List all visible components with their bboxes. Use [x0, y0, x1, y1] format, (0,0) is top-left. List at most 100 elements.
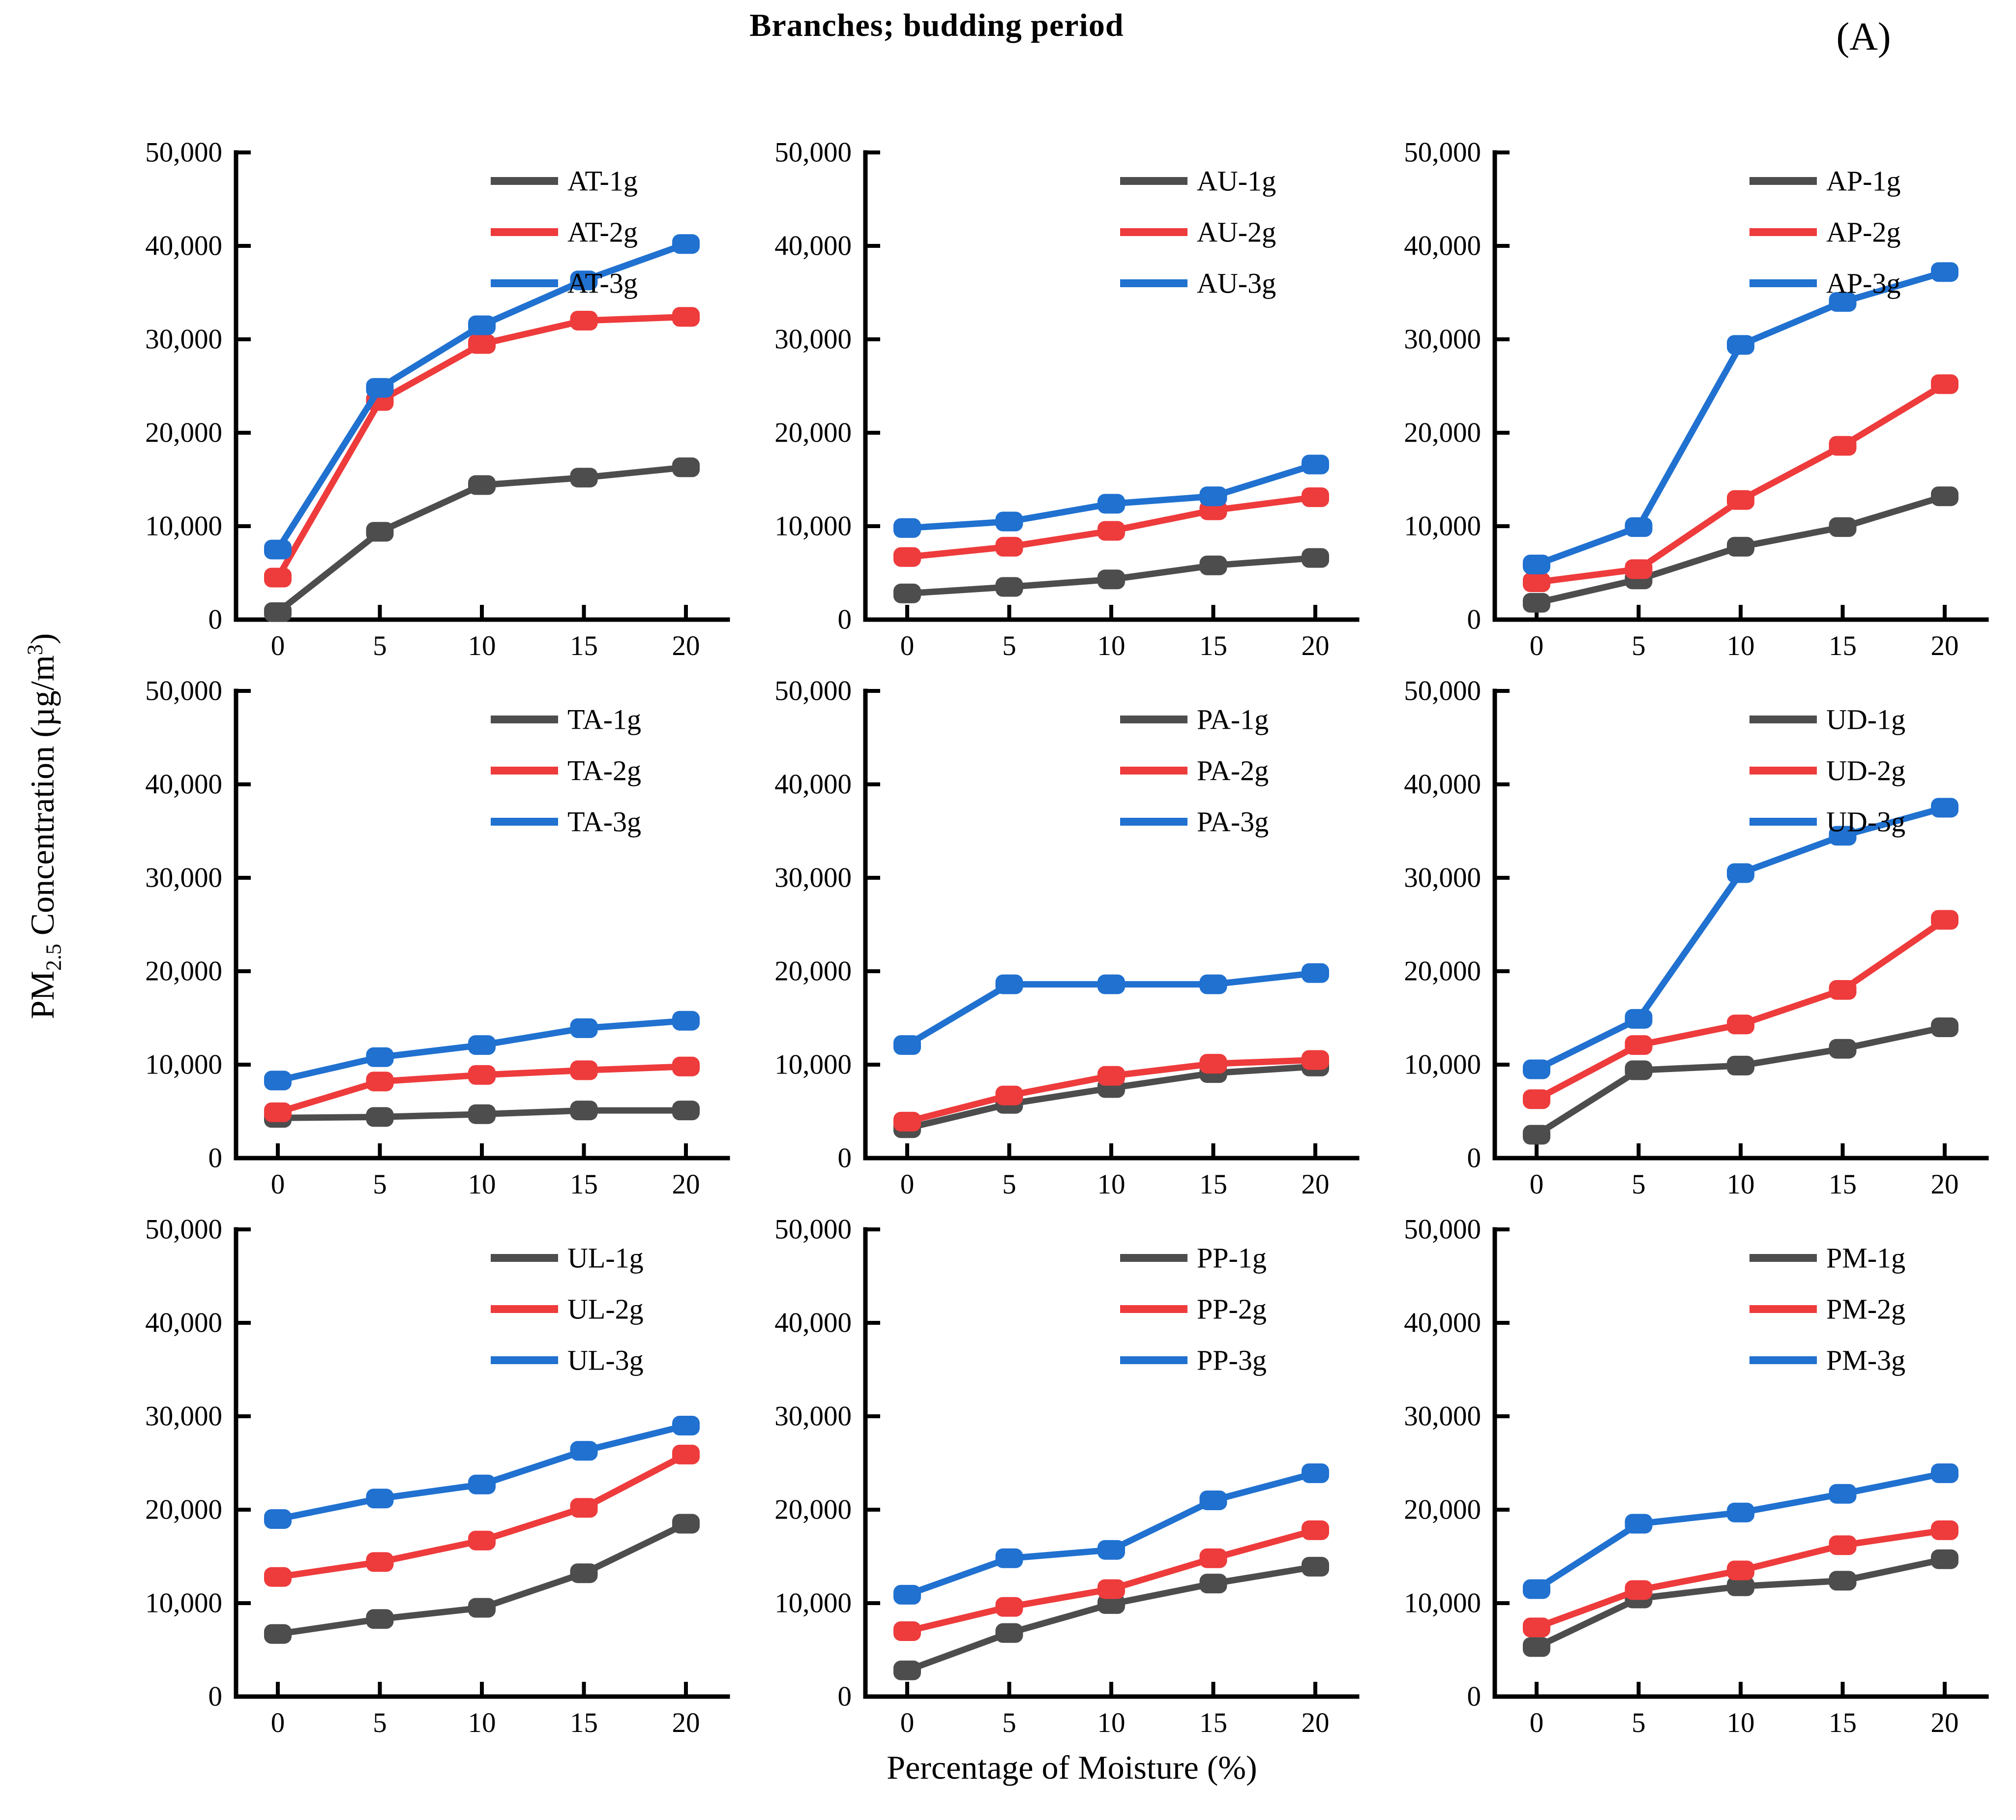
- data-point-UL-1g-x10: [468, 1598, 496, 1618]
- legend-item: PA-1g: [1120, 704, 1269, 736]
- x-tick-label: 5: [1631, 1707, 1646, 1738]
- legend-TA: TA-1g TA-2g TA-3g: [491, 704, 641, 838]
- data-point-UL-2g-x5: [366, 1552, 394, 1572]
- data-point-PP-2g-x0: [893, 1621, 921, 1641]
- data-point-UD-3g-x15: [1829, 826, 1857, 846]
- legend-item: UD-2g: [1749, 755, 1905, 787]
- axis-spines: [863, 150, 1360, 622]
- subplot-AU: 0 10,000 20,000 30,000 40,000 50,000 0 5 10 15 20 A…: [774, 137, 1360, 661]
- data-point-AT-3g-x0: [264, 539, 292, 560]
- y-tick-label: 0: [1467, 1143, 1482, 1174]
- x-tick-label: 10: [468, 630, 496, 661]
- data-point-UL-3g-x0: [264, 1509, 292, 1529]
- data-point-UL-1g-x15: [570, 1563, 598, 1583]
- data-point-AU-2g-x20: [1302, 487, 1329, 507]
- data-point-UD-3g-x0: [1523, 1059, 1550, 1079]
- data-point-AT-3g-x10: [468, 315, 496, 335]
- y-tick-label: 50,000: [774, 1214, 852, 1245]
- y-tick-label: 0: [838, 1143, 852, 1174]
- data-point-AT-3g-x20: [672, 234, 700, 254]
- legend-label: UD-2g: [1826, 755, 1905, 787]
- y-tick-label: 0: [838, 604, 852, 635]
- legend-item: PM-1g: [1749, 1242, 1905, 1274]
- x-tick-label: 20: [1302, 1169, 1330, 1200]
- data-point-PM-2g-x0: [1523, 1617, 1550, 1638]
- y-tick-label: 0: [208, 1681, 223, 1712]
- data-point-PP-3g-x15: [1199, 1491, 1227, 1510]
- charts-grid: 0 10,000 20,000 30,000 40,000 50,000 0 5 10 15 20 A…: [138, 123, 2006, 1738]
- legend-item: AU-3g: [1120, 268, 1276, 299]
- data-point-UL-3g-x20: [672, 1416, 700, 1435]
- y-tick-label: 30,000: [145, 863, 222, 894]
- legend-item: TA-1g: [491, 704, 641, 736]
- x-tick-label: 10: [1727, 630, 1755, 661]
- data-point-UL-1g-x0: [264, 1624, 292, 1644]
- y-tick-label: 0: [838, 1681, 852, 1712]
- axis-spines: [1492, 1227, 1989, 1699]
- legend-item: PP-2g: [1120, 1293, 1267, 1325]
- series-line-UL-2g: [277, 1452, 688, 1581]
- data-point-PP-1g-x0: [893, 1660, 921, 1680]
- axis-spines: [863, 688, 1360, 1161]
- y-tick-label: 20,000: [774, 418, 852, 448]
- data-point-PA-2g-x5: [995, 1085, 1023, 1105]
- legend-item: AP-3g: [1749, 268, 1900, 299]
- legend-AU: AU-1g AU-2g AU-3g: [1120, 165, 1276, 299]
- subplot-PM: 0 10,000 20,000 30,000 40,000 50,000 0 5 10 15 20 P…: [1404, 1214, 1989, 1738]
- y-tick-label: 20,000: [145, 956, 222, 987]
- data-point-PP-3g-x0: [893, 1584, 921, 1605]
- x-tick-label: 15: [1829, 1169, 1857, 1200]
- x-tick-label: 20: [672, 630, 700, 661]
- data-point-UD-1g-x0: [1523, 1125, 1550, 1145]
- x-tick-label: 5: [1002, 1169, 1016, 1200]
- x-tick-label: 10: [1097, 1169, 1126, 1200]
- y-tick-label: 0: [208, 1143, 223, 1174]
- legend-item: UL-3g: [491, 1344, 644, 1376]
- data-point-TA-2g-x5: [366, 1072, 394, 1092]
- x-tick-label: 5: [1631, 1169, 1646, 1200]
- legend-label: PP-2g: [1197, 1293, 1267, 1325]
- data-point-PA-3g-x10: [1097, 974, 1125, 994]
- data-point-AU-3g-x15: [1199, 486, 1227, 507]
- data-point-AU-3g-x10: [1097, 494, 1125, 514]
- data-point-PM-1g-x10: [1727, 1576, 1754, 1596]
- axis-spines: [234, 1227, 730, 1699]
- subplot-AP: 0 10,000 20,000 30,000 40,000 50,000 0 5 10 15 20 A…: [1404, 137, 1989, 661]
- data-point-UD-2g-x10: [1727, 1014, 1754, 1035]
- data-point-UD-2g-x20: [1931, 910, 1958, 930]
- data-point-AT-2g-x10: [468, 334, 496, 354]
- figure-title: Branches; budding period: [749, 7, 1124, 43]
- legend-label: TA-1g: [567, 704, 641, 736]
- x-tick-label: 20: [672, 1707, 700, 1738]
- axis-spines: [1492, 150, 1989, 622]
- x-tick-label: 0: [900, 1707, 915, 1738]
- y-tick-label: 40,000: [774, 231, 852, 262]
- x-tick-label: 20: [1931, 630, 1959, 661]
- data-point-PM-1g-x15: [1829, 1571, 1857, 1591]
- legend-label: PM-2g: [1826, 1293, 1905, 1325]
- data-point-AT-1g-x20: [672, 457, 700, 477]
- data-point-UL-3g-x5: [366, 1489, 394, 1509]
- data-point-AU-2g-x0: [893, 547, 921, 567]
- legend-item: PP-3g: [1120, 1344, 1267, 1376]
- data-point-PA-3g-x20: [1302, 963, 1329, 983]
- y-tick-label: 30,000: [145, 1401, 222, 1432]
- legend-item: AT-1g: [491, 165, 638, 197]
- x-tick-label: 20: [1931, 1169, 1959, 1200]
- data-point-UD-3g-x5: [1625, 1009, 1653, 1029]
- data-point-PP-1g-x5: [995, 1623, 1023, 1643]
- y-axis-title-end: ): [24, 633, 61, 645]
- x-tick-label: 10: [468, 1707, 496, 1738]
- y-tick-label: 40,000: [145, 1308, 222, 1339]
- legend-label: PM-3g: [1826, 1344, 1905, 1376]
- data-point-PP-2g-x10: [1097, 1579, 1125, 1599]
- data-point-PM-2g-x5: [1625, 1580, 1653, 1600]
- data-point-UD-3g-x20: [1931, 798, 1958, 818]
- legend-PM: PM-1g PM-2g PM-3g: [1749, 1242, 1905, 1376]
- y-axis-title-mid: Concentration (µg/m: [24, 655, 61, 944]
- data-point-AT-1g-x5: [366, 522, 394, 542]
- x-tick-label: 0: [271, 1707, 285, 1738]
- data-point-PP-2g-x20: [1302, 1520, 1329, 1540]
- axis-spines: [863, 1227, 1360, 1699]
- legend-label: UD-1g: [1826, 704, 1905, 736]
